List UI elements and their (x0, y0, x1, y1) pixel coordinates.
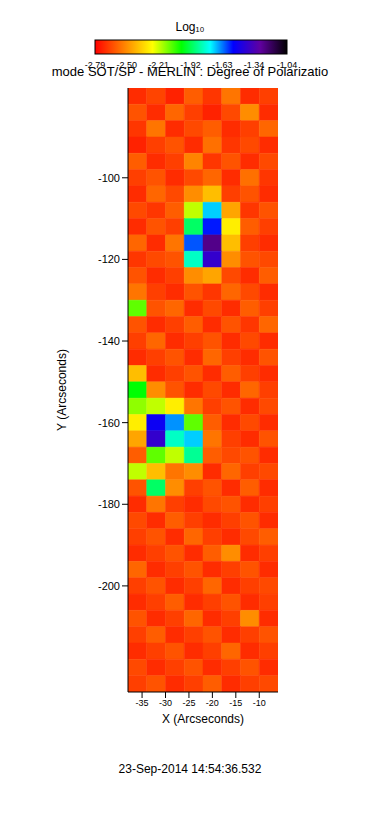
html-text:X (Arcseconds): X (Arcseconds) (162, 712, 244, 726)
svg-text:-120: -120 (98, 253, 120, 265)
svg-text:-30: -30 (159, 698, 172, 708)
svg-text:-200: -200 (98, 580, 120, 592)
svg-text:-20: -20 (206, 698, 219, 708)
svg-text:-140: -140 (98, 335, 120, 347)
svg-text:-10: -10 (253, 698, 266, 708)
html-text:23-Sep-2014 14:54:36.532: 23-Sep-2014 14:54:36.532 (118, 762, 262, 776)
svg-text:-35: -35 (136, 698, 149, 708)
svg-text:-180: -180 (98, 498, 120, 510)
html-text:Y (Arcseconds): Y (Arcseconds) (55, 349, 69, 431)
svg-text:-25: -25 (182, 698, 195, 708)
svg-text:-15: -15 (229, 698, 242, 708)
html-text:Log₁₀: Log₁₀ (175, 20, 205, 34)
svg-text:-100: -100 (98, 172, 120, 184)
html-text:mode SOT/SP - MERLIN : Degree: mode SOT/SP - MERLIN : Degree of Polariz… (51, 64, 329, 79)
svg-text:-160: -160 (98, 417, 120, 429)
